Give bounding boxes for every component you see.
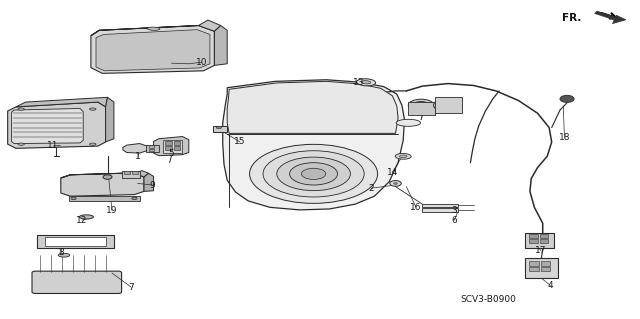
Bar — [525, 258, 558, 278]
Bar — [435, 97, 462, 113]
Ellipse shape — [71, 197, 76, 200]
Ellipse shape — [394, 182, 397, 184]
Text: 17: 17 — [535, 246, 547, 255]
Ellipse shape — [90, 108, 96, 110]
Bar — [529, 267, 539, 271]
Text: SCV3-B0900: SCV3-B0900 — [461, 295, 516, 304]
Bar — [529, 234, 538, 238]
Polygon shape — [91, 20, 221, 36]
Polygon shape — [595, 11, 620, 21]
Text: 13: 13 — [353, 78, 364, 87]
Text: 8: 8 — [58, 248, 63, 256]
Ellipse shape — [147, 27, 160, 30]
Bar — [213, 126, 227, 132]
Text: 12: 12 — [76, 216, 88, 225]
Ellipse shape — [438, 100, 458, 110]
Text: 19: 19 — [106, 206, 118, 215]
Text: 10: 10 — [196, 58, 207, 67]
Bar — [174, 141, 180, 145]
Ellipse shape — [396, 119, 420, 126]
Bar — [45, 237, 106, 246]
Polygon shape — [61, 171, 148, 178]
Polygon shape — [223, 80, 404, 210]
Ellipse shape — [277, 157, 351, 191]
Bar — [122, 171, 140, 178]
Bar — [165, 141, 172, 145]
Bar — [525, 233, 554, 248]
Bar — [540, 239, 548, 243]
Ellipse shape — [396, 153, 411, 159]
Text: 9: 9 — [150, 181, 155, 189]
Ellipse shape — [263, 151, 364, 197]
Bar — [540, 234, 548, 238]
Bar — [149, 145, 154, 148]
Bar — [124, 171, 130, 174]
Bar — [146, 145, 159, 152]
Text: 5: 5 — [169, 149, 174, 158]
Bar — [541, 267, 550, 271]
Bar — [163, 140, 182, 153]
Bar — [37, 235, 114, 248]
Text: 3: 3 — [452, 206, 457, 215]
Text: 1: 1 — [135, 152, 140, 161]
Bar — [541, 261, 550, 266]
Ellipse shape — [290, 163, 338, 185]
Ellipse shape — [390, 181, 401, 186]
Ellipse shape — [132, 197, 137, 200]
Bar — [422, 208, 458, 212]
Polygon shape — [91, 26, 214, 73]
Polygon shape — [12, 108, 83, 144]
Polygon shape — [612, 15, 626, 24]
Bar — [529, 239, 538, 243]
Ellipse shape — [408, 99, 434, 111]
Ellipse shape — [356, 79, 376, 86]
FancyBboxPatch shape — [32, 271, 122, 293]
Bar — [408, 102, 435, 115]
Polygon shape — [214, 26, 227, 65]
Bar — [174, 146, 180, 150]
Polygon shape — [227, 81, 398, 133]
Text: 16: 16 — [410, 203, 422, 212]
Text: 18: 18 — [559, 133, 570, 142]
Ellipse shape — [90, 143, 96, 145]
Text: 6: 6 — [452, 216, 457, 225]
Bar — [529, 261, 539, 266]
Polygon shape — [8, 102, 106, 148]
Bar — [165, 146, 172, 150]
Ellipse shape — [216, 126, 221, 129]
Polygon shape — [123, 144, 147, 153]
Ellipse shape — [79, 215, 93, 219]
Text: 15: 15 — [234, 137, 246, 146]
Text: 11: 11 — [47, 141, 59, 150]
Text: FR.: FR. — [562, 12, 581, 23]
Ellipse shape — [250, 145, 378, 204]
Polygon shape — [16, 97, 108, 107]
Polygon shape — [144, 173, 154, 191]
Ellipse shape — [103, 175, 112, 179]
Ellipse shape — [58, 253, 70, 257]
Ellipse shape — [362, 81, 371, 84]
Ellipse shape — [18, 143, 24, 145]
Ellipse shape — [560, 95, 574, 102]
Polygon shape — [96, 30, 210, 71]
Bar — [69, 196, 140, 201]
Text: 2: 2 — [369, 184, 374, 193]
Ellipse shape — [434, 99, 463, 112]
Polygon shape — [106, 97, 114, 142]
Bar — [149, 149, 154, 151]
Ellipse shape — [399, 155, 407, 158]
Bar — [132, 171, 138, 174]
Polygon shape — [154, 137, 189, 156]
Text: 7: 7 — [129, 283, 134, 292]
Bar — [422, 204, 458, 207]
Polygon shape — [61, 173, 144, 196]
Text: 14: 14 — [387, 168, 398, 177]
Ellipse shape — [301, 168, 326, 180]
Ellipse shape — [413, 101, 429, 109]
Text: 4: 4 — [548, 281, 553, 290]
Ellipse shape — [18, 108, 24, 110]
